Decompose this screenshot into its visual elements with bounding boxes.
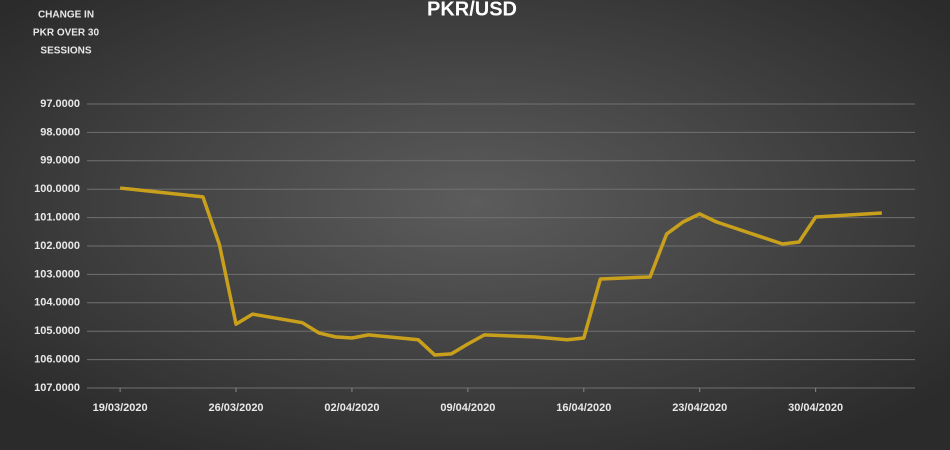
x-tick-label: 09/04/2020	[440, 402, 495, 414]
y-tick-label: 99.0000	[40, 155, 80, 167]
y-tick-label: 102.0000	[34, 240, 80, 252]
x-tick-label: 19/03/2020	[93, 402, 148, 414]
y-tick-label: 107.0000	[34, 382, 80, 394]
y-tick-label: 104.0000	[34, 297, 80, 309]
x-tick-label: 02/04/2020	[324, 402, 379, 414]
y-tick-label: 101.0000	[34, 212, 80, 224]
y-axis-label: SESSIONS	[40, 46, 91, 57]
y-tick-label: 98.0000	[40, 126, 80, 138]
chart-title: PKR/USD	[427, 0, 517, 20]
data-line	[119, 186, 882, 357]
x-tick-label: 16/04/2020	[556, 402, 611, 414]
x-tick-label: 30/04/2020	[788, 402, 843, 414]
x-tick-label: 23/04/2020	[672, 402, 727, 414]
y-tick-label: 97.0000	[40, 98, 80, 110]
x-tick-label: 26/03/2020	[209, 402, 264, 414]
y-tick-label: 103.0000	[34, 268, 80, 280]
y-tick-label: 105.0000	[34, 325, 80, 337]
y-axis-label: CHANGE IN	[38, 10, 94, 21]
y-tick-label: 100.0000	[34, 183, 80, 195]
y-axis-label: PKR OVER 30	[33, 28, 100, 39]
y-tick-label: 106.0000	[34, 354, 80, 366]
